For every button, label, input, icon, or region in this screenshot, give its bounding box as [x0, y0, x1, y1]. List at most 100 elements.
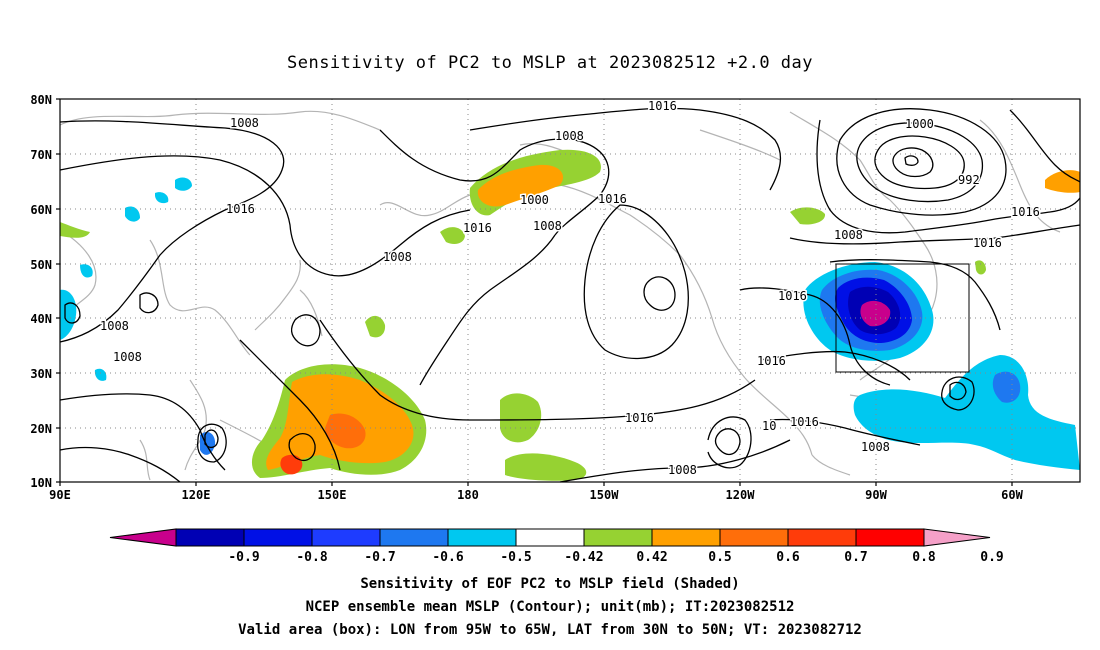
contour-label: 1008 — [834, 228, 863, 242]
contour-label: 1016 — [778, 289, 807, 303]
contour-label: 1016 — [226, 202, 255, 216]
lon-label: 90W — [865, 488, 887, 502]
colorbar-label: -0.8 — [296, 550, 327, 565]
longitude-labels: 90E 120E 150E 180 150W 120W 90W 60W — [49, 488, 1023, 502]
colorbar-label: -0.6 — [432, 550, 463, 565]
colorbar-swatch — [447, 528, 517, 547]
lon-label: 150W — [590, 488, 620, 502]
map-frame — [59, 98, 1081, 483]
colorbar-swatch — [855, 528, 925, 547]
colorbar-swatch — [719, 528, 789, 547]
lon-label: 150E — [318, 488, 347, 502]
contour-labels: 1008 1016 1008 1016 1008 1016 1008 1008 … — [99, 98, 1042, 479]
colorbar-label: 0.5 — [708, 550, 731, 565]
figure-title: Sensitivity of PC2 to MSLP at 2023082512… — [287, 53, 813, 73]
contour-label: 1008 — [668, 463, 697, 477]
contour-label: 1016 — [598, 192, 627, 206]
negative-region-caribbean — [853, 355, 1080, 470]
lat-label: 10N — [30, 476, 52, 490]
colorbar-label: 0.7 — [844, 550, 867, 565]
lon-label: 120E — [182, 488, 211, 502]
coastlines — [59, 110, 1061, 481]
positive-region-dateline — [365, 315, 386, 338]
contour-label: 1016 — [973, 236, 1002, 250]
colorbar-label: 0.42 — [636, 550, 667, 565]
colorbar-label: -0.9 — [228, 550, 259, 565]
negative-region-us-peak — [860, 300, 891, 327]
negative-region-west-4 — [155, 192, 169, 204]
contour-label: 992 — [958, 173, 980, 187]
negative-region-west-6 — [200, 431, 216, 455]
positive-region-labrador — [975, 260, 986, 275]
colorbar-swatch — [311, 528, 381, 547]
colorbar: -0.9 -0.8 -0.7 -0.6 -0.5 -0.42 0.42 0.5 0.6 0.7 0.… — [109, 528, 1004, 565]
contour-label: 1000 — [905, 117, 934, 131]
caption-line-2: NCEP ensemble mean MSLP (Contour); unit(… — [306, 599, 795, 615]
negative-region-west-3 — [125, 206, 140, 222]
lon-label: 120W — [726, 488, 756, 502]
lat-label: 20N — [30, 422, 52, 436]
negative-region-caribbean-inner — [992, 371, 1021, 403]
tick-marks — [56, 98, 1013, 486]
contour-label: 1016 — [757, 354, 786, 368]
colorbar-swatch — [651, 528, 721, 547]
positive-region-epac — [505, 453, 587, 481]
contour-label: 1000 — [520, 193, 549, 207]
positive-region-bering — [440, 227, 465, 244]
contour-label: 1008 — [113, 350, 142, 364]
colorbar-swatch — [379, 528, 449, 547]
lat-label: 40N — [30, 312, 52, 326]
contour-label: 1008 — [861, 440, 890, 454]
negative-region-west-1 — [60, 289, 77, 340]
positive-region-canada — [790, 207, 826, 225]
map-panel: 1008 1016 1008 1016 1008 1016 1008 1008 … — [30, 93, 1081, 502]
positive-region-west-edge — [60, 222, 90, 238]
graticule — [60, 99, 1080, 482]
colorbar-swatch — [243, 528, 313, 547]
positive-region-alaska-core — [477, 164, 564, 207]
contour-label: 1008 — [383, 250, 412, 264]
contour-label: 1008 — [555, 129, 584, 143]
lat-label: 30N — [30, 367, 52, 381]
latitude-labels: 80N 70N 60N 50N 40N 30N 20N 10N — [30, 93, 52, 490]
contour-label: 1008 — [533, 219, 562, 233]
colorbar-swatch — [515, 528, 585, 547]
negative-region-west-7 — [80, 264, 93, 278]
lon-label: 180 — [457, 488, 479, 502]
mslp-contours — [59, 107, 1081, 483]
contour-label: 1016 — [463, 221, 492, 235]
negative-region-west-2 — [175, 177, 192, 191]
colorbar-swatch — [175, 528, 245, 547]
lat-label: 80N — [30, 93, 52, 107]
lat-label: 60N — [30, 203, 52, 217]
positive-region-wpac-peak — [325, 413, 366, 449]
lat-label: 50N — [30, 258, 52, 272]
colorbar-label: 0.9 — [980, 550, 1003, 565]
colorbar-swatch — [787, 528, 857, 547]
contour-label: 1016 — [648, 99, 677, 113]
contour-label-partial: 10 — [762, 419, 776, 433]
positive-region-cpac — [500, 393, 542, 443]
positive-region-wpac-peak2 — [280, 454, 303, 475]
lat-label: 70N — [30, 148, 52, 162]
sensitivity-shading — [60, 149, 1080, 481]
valid-area-box — [835, 263, 970, 373]
contour-label: 1016 — [790, 415, 819, 429]
contour-label: 1016 — [1011, 205, 1040, 219]
positive-region-atlantic — [1045, 170, 1080, 193]
colorbar-low-arrow — [109, 528, 177, 547]
colorbar-label: 0.6 — [776, 550, 800, 565]
colorbar-high-arrow — [923, 528, 991, 547]
lon-label: 90E — [49, 488, 71, 502]
colorbar-swatch — [583, 528, 653, 547]
lon-label: 60W — [1001, 488, 1023, 502]
contour-label: 1008 — [230, 116, 259, 130]
caption-line-3: Valid area (box): LON from 95W to 65W, L… — [238, 622, 862, 638]
contour-label: 1008 — [100, 319, 129, 333]
colorbar-label: -0.42 — [564, 550, 603, 565]
colorbar-label: -0.7 — [364, 550, 395, 565]
colorbar-label: -0.5 — [500, 550, 531, 565]
negative-region-west-5 — [94, 368, 107, 381]
colorbar-label: 0.8 — [912, 550, 936, 565]
